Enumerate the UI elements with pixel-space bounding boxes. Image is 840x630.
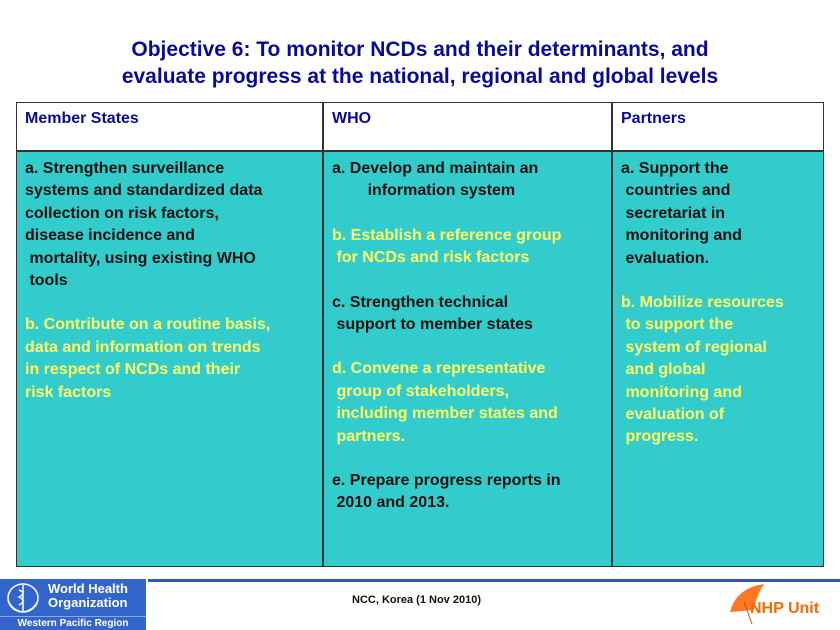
header-member-states: Member States	[17, 103, 322, 152]
list-item: b. Mobilize resources to support the sys…	[621, 294, 784, 446]
list-item: b. Contribute on a routine basis, data a…	[25, 316, 271, 401]
list-item: c. Strengthen technical support to membe…	[332, 293, 533, 334]
column-body: a. Develop and maintain an information s…	[324, 152, 611, 566]
column-partners: Partners a. Support the countries and se…	[613, 103, 823, 566]
column-who: WHO a. Develop and maintain an informati…	[324, 103, 613, 566]
header-who: WHO	[324, 103, 611, 152]
column-body: a. Strengthen surveillance systems and s…	[17, 152, 322, 566]
who-emblem-icon	[7, 583, 39, 613]
column-body: a. Support the countries and secretariat…	[613, 152, 823, 566]
list-item: a. Strengthen surveillance systems and s…	[25, 160, 263, 290]
list-item: d. Convene a representative group of sta…	[332, 360, 558, 445]
who-region: Western Pacific Region	[0, 616, 146, 629]
nhp-text: NHP Unit	[750, 600, 820, 617]
slide-title: Objective 6: To monitor NCDs and their d…	[121, 38, 719, 88]
footer-text: NCC, Korea (1 Nov 2010)	[352, 594, 481, 606]
list-item: e. Prepare progress reports in 2010 and …	[332, 472, 561, 512]
who-name: World Health Organization	[48, 581, 128, 610]
nhp-logo: NHP Unit	[726, 582, 826, 626]
list-item: a. Develop and maintain an information s…	[332, 160, 539, 200]
footer-divider	[148, 579, 840, 582]
list-item: b. Establish a reference group for NCDs …	[332, 226, 562, 267]
umbrella-icon	[730, 584, 764, 625]
header-partners: Partners	[613, 103, 823, 152]
column-member-states: Member States a. Strengthen surveillance…	[17, 103, 324, 566]
list-item: a. Support the countries and secretariat…	[621, 160, 742, 267]
who-logo: World Health Organization Western Pacifi…	[0, 579, 146, 630]
objectives-table: Member States a. Strengthen surveillance…	[16, 102, 824, 567]
